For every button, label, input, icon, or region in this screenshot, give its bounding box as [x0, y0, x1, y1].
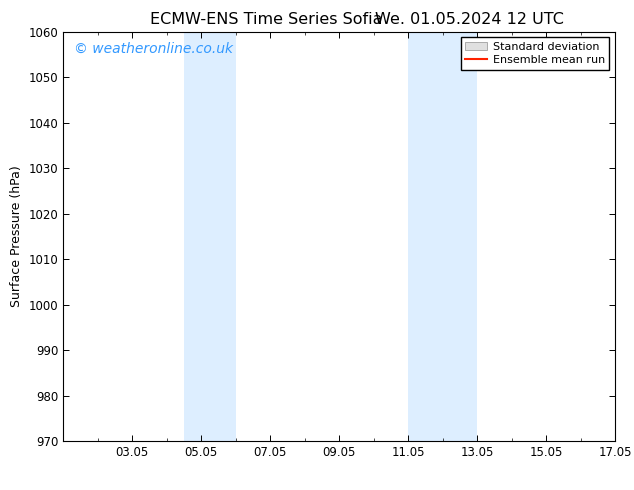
Text: © weatheronline.co.uk: © weatheronline.co.uk	[74, 42, 233, 56]
Text: We. 01.05.2024 12 UTC: We. 01.05.2024 12 UTC	[375, 12, 564, 27]
Bar	[408, 32, 477, 441]
Y-axis label: Surface Pressure (hPa): Surface Pressure (hPa)	[10, 166, 23, 307]
Bar	[184, 32, 236, 441]
Legend: Standard deviation, Ensemble mean run: Standard deviation, Ensemble mean run	[460, 37, 609, 70]
Text: ECMW-ENS Time Series Sofia: ECMW-ENS Time Series Sofia	[150, 12, 382, 27]
